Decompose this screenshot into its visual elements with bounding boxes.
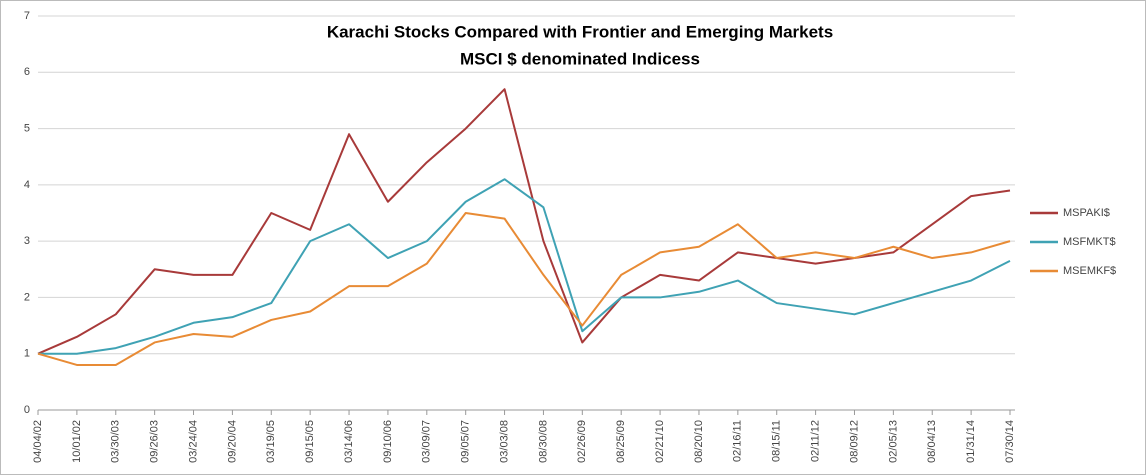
- x-tick-label: 10/01/02: [71, 420, 83, 463]
- y-tick-label: 5: [24, 122, 30, 134]
- x-tick-label: 09/20/04: [226, 420, 238, 463]
- y-tick-label: 0: [24, 404, 30, 416]
- chart-subtitle: MSCI $ denominated Indicess: [460, 49, 700, 68]
- x-tick-label: 08/09/12: [848, 420, 860, 463]
- x-tick-label: 07/30/14: [1004, 420, 1016, 463]
- x-tick-label: 08/20/10: [693, 420, 705, 463]
- y-tick-label: 4: [24, 179, 30, 191]
- x-tick-label: 03/19/05: [265, 420, 277, 463]
- x-tick-label: 02/21/10: [654, 420, 666, 463]
- x-tick-label: 04/04/02: [32, 420, 44, 463]
- chart-title: Karachi Stocks Compared with Frontier an…: [327, 22, 833, 41]
- x-tick-label: 03/14/06: [343, 420, 355, 463]
- x-tick-label: 03/24/04: [187, 420, 199, 463]
- y-tick-label: 7: [24, 10, 30, 22]
- x-tick-label: 02/26/09: [576, 420, 588, 463]
- x-tick-label: 03/30/03: [110, 420, 122, 463]
- x-tick-label: 09/05/07: [460, 420, 472, 463]
- x-tick-label: 03/03/08: [498, 420, 510, 463]
- x-tick-label: 09/15/05: [304, 420, 316, 463]
- x-tick-label: 08/25/09: [615, 420, 627, 463]
- x-tick-label: 02/11/12: [810, 420, 822, 462]
- x-tick-label: 01/31/14: [965, 420, 977, 463]
- legend-label: MSFMKT$: [1063, 236, 1116, 248]
- y-tick-label: 2: [24, 291, 30, 303]
- x-tick-label: 08/04/13: [926, 420, 938, 463]
- series-line: [38, 178, 1011, 355]
- x-tick-label: 02/05/13: [887, 420, 899, 463]
- y-tick-label: 1: [24, 348, 30, 360]
- series-line: [37, 212, 1011, 366]
- y-tick-label: 3: [24, 235, 30, 247]
- y-tick-label: 6: [24, 66, 30, 78]
- series-line: [37, 88, 1011, 355]
- x-tick-label: 08/15/11: [771, 420, 783, 462]
- legend-label: MSEMKF$: [1063, 265, 1116, 277]
- x-tick-label: 03/09/07: [421, 420, 433, 463]
- x-tick-label: 09/10/06: [382, 420, 394, 463]
- x-tick-label: 02/16/11: [732, 420, 744, 462]
- x-tick-label: 09/26/03: [149, 420, 161, 463]
- legend-label: MSPAKI$: [1063, 207, 1110, 219]
- x-tick-label: 08/30/08: [537, 420, 549, 463]
